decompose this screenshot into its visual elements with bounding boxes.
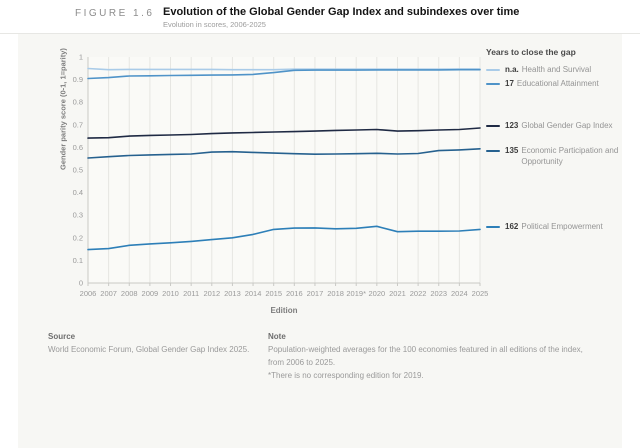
- x-tick-label: 2011: [183, 289, 199, 298]
- note-asterisk-text: *There is no corresponding edition for 2…: [268, 371, 424, 380]
- x-tick-label: 2014: [245, 289, 262, 298]
- legend-item: 123 Global Gender Gap Index: [486, 120, 613, 131]
- legend-item: 135 Economic Participation and Opportunit…: [486, 145, 623, 167]
- legend-series-label: Global Gender Gap Index: [521, 121, 613, 130]
- y-tick-label: 0.7: [73, 120, 83, 129]
- note-heading: Note: [268, 332, 286, 341]
- source-text: World Economic Forum, Global Gender Gap …: [48, 345, 250, 354]
- y-tick-label: 0.9: [73, 75, 83, 84]
- x-tick-label: 2006: [80, 289, 97, 298]
- y-tick-label: 0.5: [73, 166, 83, 175]
- source-heading: Source: [48, 332, 76, 341]
- x-tick-label: 2017: [307, 289, 324, 298]
- legend-years-value: 17: [505, 79, 514, 88]
- legend-line-swatch: [486, 124, 500, 127]
- legend-line-swatch: [486, 82, 500, 85]
- y-tick-label: 0.4: [73, 188, 83, 197]
- x-tick-label: 2015: [265, 289, 282, 298]
- legend-years-value: 135: [505, 146, 519, 155]
- legend-item: 17 Educational Attainment: [486, 78, 599, 89]
- legend-series-label: Health and Survival: [521, 65, 592, 74]
- x-tick-label: 2020: [368, 289, 385, 298]
- x-tick-label: 2021: [389, 289, 406, 298]
- legend-line-swatch: [486, 68, 500, 71]
- x-tick-label: 2016: [286, 289, 303, 298]
- series-line-educational-attainment: [87, 68, 481, 80]
- legend-line-swatch: [486, 149, 500, 152]
- plot-area: [88, 57, 480, 283]
- y-tick-label: 1: [79, 53, 83, 62]
- figure-title: Evolution of the Global Gender Gap Index…: [163, 6, 520, 18]
- series-line-political-empowerment: [87, 225, 481, 251]
- legend-item: n.a. Health and Survival: [486, 64, 591, 75]
- y-tick-label: 0.3: [73, 211, 83, 220]
- legend-title: Years to close the gap: [486, 47, 576, 57]
- note-text: Population-weighted averages for the 100…: [268, 345, 583, 367]
- x-tick-label: 2012: [203, 289, 220, 298]
- x-tick-label: 2024: [451, 289, 468, 298]
- x-tick-label: 2025: [472, 289, 489, 298]
- legend-years-value: 123: [505, 121, 519, 130]
- x-tick-label: 2019*: [346, 289, 366, 298]
- x-tick-label: 2008: [121, 289, 138, 298]
- figure-subtitle: Evolution in scores, 2006-2025: [163, 20, 266, 29]
- y-tick-label: 0.6: [73, 143, 83, 152]
- x-tick-label: 2013: [224, 289, 241, 298]
- legend-item: 162 Political Empowerment: [486, 221, 603, 232]
- legend-series-label: Economic Participation and Opportunity: [521, 146, 619, 166]
- y-tick-label: 0.2: [73, 233, 83, 242]
- x-tick-label: 2010: [162, 289, 179, 298]
- x-tick-label: 2022: [410, 289, 427, 298]
- legend-line-swatch: [486, 225, 500, 228]
- y-tick-label: 0: [79, 279, 83, 288]
- note-block: Note Population-weighted averages for th…: [268, 330, 600, 382]
- legend-series-label: Political Empowerment: [521, 222, 603, 231]
- y-tick-label: 0.1: [73, 256, 83, 265]
- x-tick-label: 2018: [327, 289, 344, 298]
- legend-years-value: n.a.: [505, 65, 519, 74]
- series-line-global-gender-gap-index: [87, 127, 481, 139]
- source-block: Source World Economic Forum, Global Gend…: [48, 330, 258, 356]
- x-tick-label: 2023: [430, 289, 447, 298]
- x-tick-label: 2007: [100, 289, 117, 298]
- legend-years-value: 162: [505, 222, 519, 231]
- x-tick-label: 2009: [142, 289, 159, 298]
- x-axis-title: Edition: [270, 306, 298, 315]
- legend-series-label: Educational Attainment: [516, 79, 599, 88]
- series-line-economic-participation-and-opportunity: [87, 148, 481, 159]
- figure-header: FIGURE 1.6 Evolution of the Global Gende…: [0, 0, 640, 34]
- figure-number-label: FIGURE 1.6: [75, 8, 155, 19]
- y-tick-label: 0.8: [73, 98, 83, 107]
